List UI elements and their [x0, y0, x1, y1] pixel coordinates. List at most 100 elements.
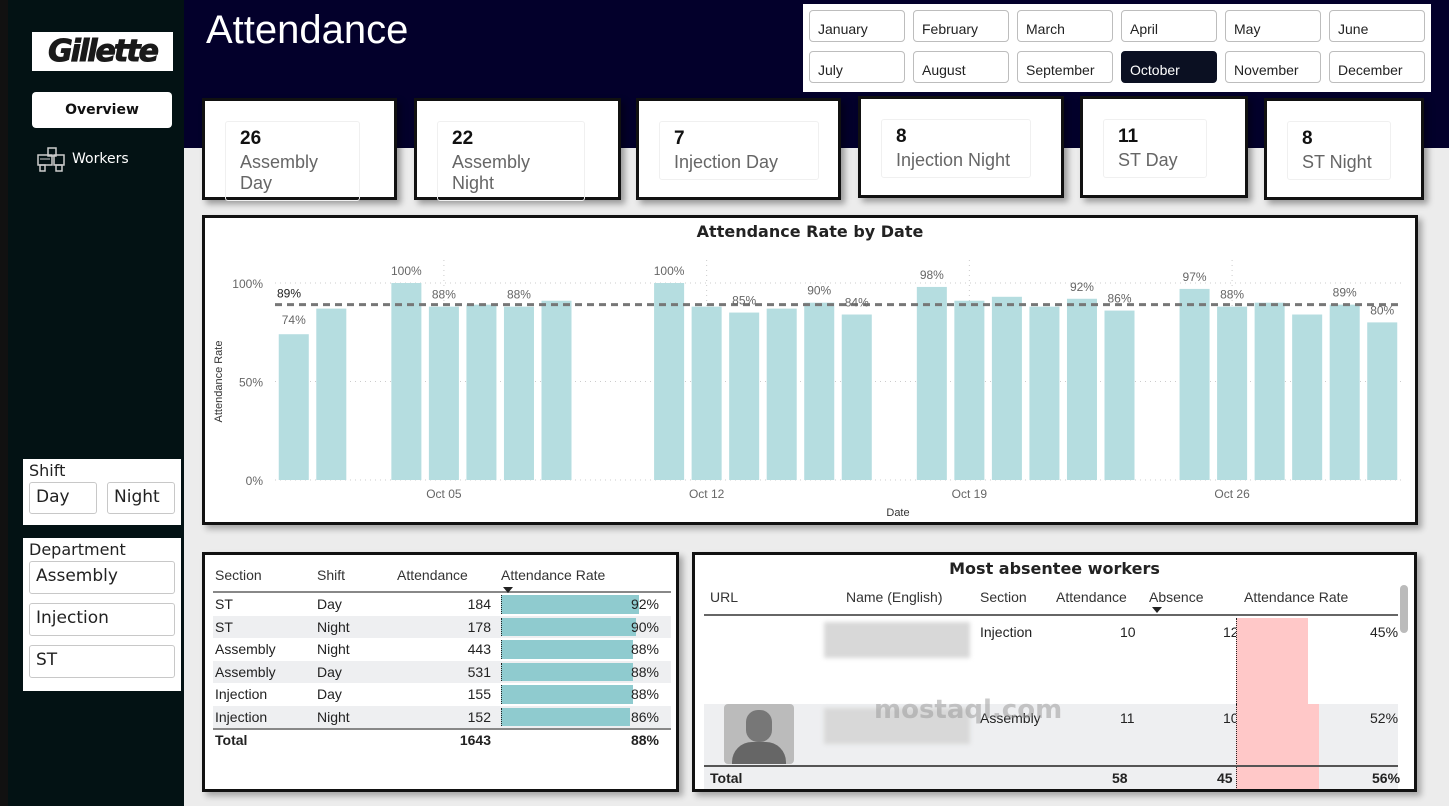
page-title: Attendance — [206, 8, 409, 52]
month-january[interactable]: January — [809, 10, 905, 42]
cell-attendance-rate: 88% — [501, 638, 661, 661]
bar-19 — [954, 300, 985, 480]
month-july[interactable]: July — [809, 51, 905, 83]
worker-name-blurred — [824, 708, 970, 744]
table-row[interactable]: Injection Day 155 88% — [213, 683, 671, 706]
cell-attendance: 10 — [1120, 624, 1136, 640]
cell-shift: Day — [317, 596, 342, 613]
cell-attendance-rate: 92% — [501, 593, 661, 616]
department-slicer: Department Assembly Injection ST — [23, 538, 181, 691]
logo-text: Gillette — [48, 34, 160, 70]
col-header-url[interactable]: URL — [710, 589, 739, 605]
average-line-label: 89% — [277, 287, 301, 301]
col-header-attendance[interactable]: Attendance — [1056, 589, 1127, 605]
month-december[interactable]: December — [1329, 51, 1425, 83]
table-row[interactable]: Assembly Day 531 88% — [213, 660, 671, 683]
rate-value: 86% — [630, 708, 659, 725]
department-option-injection[interactable]: Injection — [29, 603, 175, 636]
col-header-attendance-rate[interactable]: Attendance Rate — [501, 567, 661, 593]
table-row[interactable]: Injection Night 152 86% — [213, 705, 671, 729]
month-june[interactable]: June — [1329, 10, 1425, 42]
kpi-label: ST Day — [1118, 150, 1178, 170]
month-november[interactable]: November — [1225, 51, 1321, 83]
bar-15 — [804, 302, 835, 480]
col-header-absence[interactable]: Absence — [1149, 589, 1204, 605]
bar-18 — [916, 286, 947, 480]
table-row[interactable]: Assembly Night 443 88% — [213, 638, 671, 661]
kpi-card-assembly-day: 26 Assembly Day — [202, 98, 397, 201]
cell-attendance: 443 — [467, 641, 491, 658]
col-header-name[interactable]: Name (English) — [846, 589, 943, 605]
bar-5 — [428, 306, 459, 480]
y-axis-title: Attendance Rate — [213, 341, 225, 423]
data-label: 100% — [391, 264, 422, 278]
kpi-card-injection-night: 8 Injection Night — [858, 96, 1064, 198]
col-header-section[interactable]: Section — [215, 567, 262, 583]
table-row[interactable]: ST Night 178 90% — [213, 615, 671, 639]
table-row[interactable]: ST Day 184 92% — [213, 593, 671, 616]
absentee-table-title: Most absentee workers — [949, 559, 1160, 578]
month-march[interactable]: March — [1017, 10, 1113, 42]
month-september[interactable]: September — [1017, 51, 1113, 83]
nav-overview-button[interactable]: Overview — [32, 92, 172, 128]
cell-attendance-rate: 45% — [1370, 624, 1399, 640]
cell-attendance-rate: 86% — [501, 706, 661, 729]
shift-option-day[interactable]: Day — [29, 482, 97, 514]
kpi-label: ST Night — [1302, 152, 1372, 172]
bar-26 — [1217, 306, 1248, 480]
total-absence: 45 — [1217, 770, 1233, 786]
workers-icon — [37, 147, 65, 172]
absentee-table-header: URL Name (English) Section Attendance Ab… — [704, 585, 1398, 616]
kpi-value: 22 — [452, 128, 474, 149]
rate-value: 92% — [630, 596, 659, 613]
x-tick-label: Oct 26 — [1214, 487, 1250, 501]
bar-30 — [1367, 322, 1398, 480]
col-header-section[interactable]: Section — [980, 589, 1027, 605]
kpi-value: 7 — [674, 128, 685, 149]
data-label: 85% — [732, 294, 756, 308]
data-label: 98% — [920, 268, 944, 282]
cell-section: Injection — [980, 624, 1033, 640]
data-label: 88% — [1220, 288, 1244, 302]
shift-slicer-title: Shift — [29, 461, 66, 480]
absentee-row[interactable]: Assembly 11 10 52% — [704, 704, 1399, 789]
kpi-value: 26 — [240, 128, 262, 149]
chart-plot: 0% 50% 100% Oct 05 Oct 12 Oct 19 Oct 26 89% 74% 1… — [213, 260, 1401, 519]
sort-desc-icon — [503, 587, 513, 593]
x-tick-label: Oct 05 — [426, 487, 462, 501]
cell-absence: 12 — [1223, 624, 1239, 640]
total-label: Total — [215, 732, 248, 749]
rate-data-bar — [1236, 704, 1320, 789]
absentee-row[interactable]: Injection 10 12 45% — [704, 618, 1398, 704]
nav-workers-button[interactable]: Workers — [36, 145, 129, 173]
department-option-assembly[interactable]: Assembly — [29, 561, 175, 594]
vertical-scrollbar[interactable] — [1400, 585, 1408, 633]
department-option-st[interactable]: ST — [29, 645, 175, 678]
sort-desc-icon — [1152, 607, 1162, 613]
cell-attendance-rate: 90% — [501, 616, 661, 639]
col-header-attendance[interactable]: Attendance — [397, 567, 468, 583]
kpi-card-st-night: 8 ST Night — [1264, 98, 1424, 200]
data-label: 74% — [282, 313, 306, 327]
rate-value: 88% — [630, 641, 659, 658]
data-label: 92% — [1070, 280, 1094, 294]
rate-data-bar — [501, 685, 633, 704]
month-april[interactable]: April — [1121, 10, 1217, 42]
sidebar: Gillette Overview Workers Shift Day Nigh… — [0, 0, 184, 806]
shift-option-night[interactable]: Night — [107, 482, 175, 514]
cell-attendance: 184 — [467, 596, 491, 613]
bar-11 — [654, 283, 685, 480]
month-august[interactable]: August — [913, 51, 1009, 83]
col-header-attendance-rate[interactable]: Attendance Rate — [1244, 589, 1349, 605]
kpi-card-st-day: 11 ST Day — [1080, 96, 1248, 198]
col-header-shift[interactable]: Shift — [317, 567, 346, 583]
total-attendance: 58 — [1112, 770, 1128, 786]
month-may[interactable]: May — [1225, 10, 1321, 42]
data-label: 100% — [654, 264, 685, 278]
bar-7 — [503, 306, 534, 480]
month-february[interactable]: February — [913, 10, 1009, 42]
month-october[interactable]: October — [1121, 51, 1217, 83]
bar-13 — [729, 312, 760, 480]
cell-attendance-rate: 52% — [1370, 710, 1399, 726]
table-total-row: Total 1643 88% — [213, 728, 671, 751]
